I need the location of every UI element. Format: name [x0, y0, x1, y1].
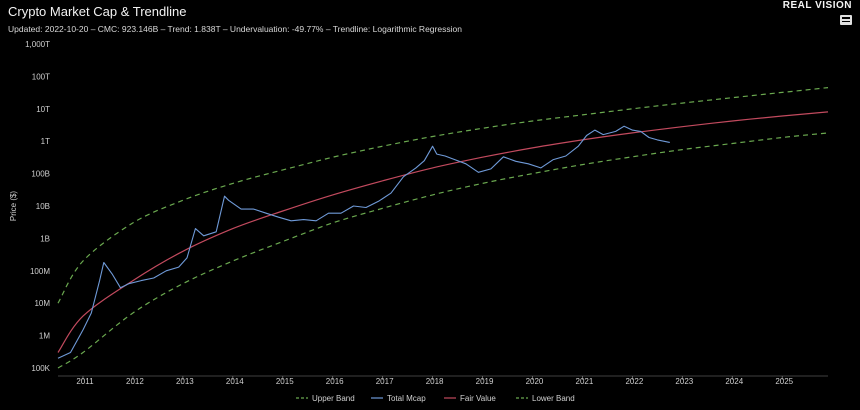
y-tick-label: 100M	[30, 267, 50, 276]
x-tick-label: 2015	[276, 377, 294, 386]
x-tick-label: 2012	[126, 377, 144, 386]
legend-label-upper-band: Upper Band	[312, 394, 355, 403]
x-tick-label: 2020	[526, 377, 544, 386]
y-tick-label: 10T	[36, 105, 50, 114]
x-tick-label: 2014	[226, 377, 244, 386]
chart-title: Crypto Market Cap & Trendline	[8, 4, 187, 19]
x-tick-label: 2021	[576, 377, 594, 386]
x-tick-label: 2013	[176, 377, 194, 386]
x-tick-label: 2023	[675, 377, 693, 386]
x-tick-label: 2022	[625, 377, 643, 386]
axes: 100K 1M 10M 100M 1B 10B 100B 1T 10T 100T 1,000T Pri…	[9, 40, 828, 386]
y-tick-label: 1M	[39, 332, 50, 341]
y-tick-label: 1B	[40, 234, 50, 243]
y-tick-label: 10B	[36, 202, 50, 211]
x-tick-label: 2016	[326, 377, 344, 386]
y-tick-label: 100K	[31, 364, 50, 373]
y-tick-label: 10M	[34, 299, 50, 308]
x-tick-label: 2018	[426, 377, 444, 386]
x-tick-label: 2019	[476, 377, 494, 386]
x-tick-label: 2024	[725, 377, 743, 386]
y-tick-label: 1T	[41, 137, 50, 146]
menu-icon[interactable]	[840, 15, 852, 25]
legend-label-lower-band: Lower Band	[532, 394, 575, 403]
legend: Upper Band Total Mcap Fair Value Lower Band	[296, 394, 575, 403]
x-tick-label: 2011	[76, 377, 94, 386]
x-tick-label: 2017	[376, 377, 394, 386]
x-tick-label: 2025	[775, 377, 793, 386]
y-axis-label: Price ($)	[9, 191, 18, 222]
series-lines	[57, 87, 829, 369]
series-line-fair-value	[57, 111, 829, 353]
chart-subtitle: Updated: 2022-10-20 – CMC: 923.146B – Tr…	[8, 24, 462, 34]
y-tick-label: 100T	[32, 72, 50, 81]
y-tick-label: 1,000T	[25, 40, 50, 49]
series-line-lower-band	[57, 132, 829, 369]
legend-label-fair-value: Fair Value	[460, 394, 496, 403]
brand-logo: REAL VISION	[782, 0, 852, 11]
series-line-upper-band	[57, 87, 829, 304]
legend-label-total-mcap: Total Mcap	[387, 394, 426, 403]
y-tick-label: 100B	[31, 170, 50, 179]
series-line-total-mcap	[57, 125, 670, 359]
